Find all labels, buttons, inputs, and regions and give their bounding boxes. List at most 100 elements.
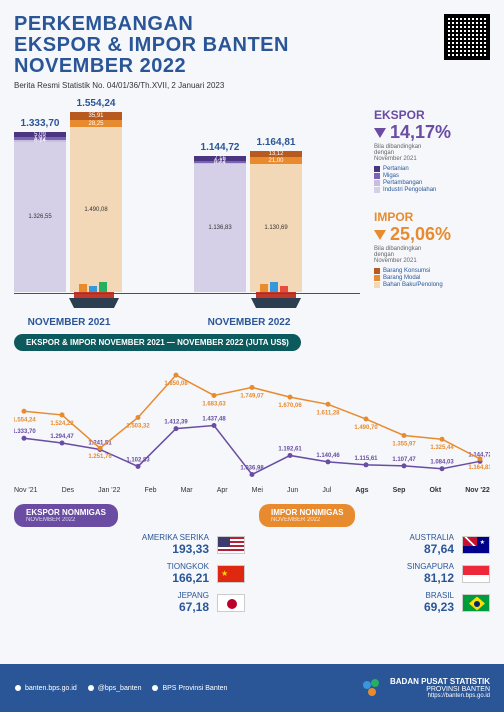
- line-point: [212, 393, 217, 398]
- line-point: [288, 453, 293, 458]
- title-line-3: NOVEMBER 2022: [14, 56, 289, 77]
- line-point-label: 1.294,47: [50, 434, 74, 440]
- bar-segment: 1.136,83: [194, 164, 246, 292]
- header: PERKEMBANGAN EKSPOR & IMPOR BANTEN NOVEM…: [0, 0, 504, 94]
- flag-icon: ★: [462, 536, 490, 554]
- bar-impor-2022: 1.164,8113,1221,001.130,69: [250, 151, 302, 292]
- ekspor-label: EKSPOR: [374, 108, 425, 122]
- line-point: [478, 456, 483, 461]
- line-point: [98, 446, 103, 451]
- line-point: [440, 437, 445, 442]
- impor-summary-box: IMPOR 25,06% Bila dibandingkan dengan No…: [374, 210, 490, 289]
- month-label: Jul: [322, 487, 331, 494]
- line-point: [250, 385, 255, 390]
- bar-segment: 1.130,69: [250, 164, 302, 292]
- line-point-label: 1.683,63: [202, 401, 226, 407]
- line-point: [212, 423, 217, 428]
- line-point: [326, 402, 331, 407]
- month-label: Des: [62, 487, 74, 494]
- line-point-label: 1.333,70: [14, 429, 36, 435]
- footer-link[interactable]: @bps_banten: [87, 684, 142, 692]
- country-row: JEPANG67,18: [14, 591, 245, 614]
- bar-total: 1.554,24: [70, 98, 122, 109]
- ekspor-summary-box: EKSPOR 14,17% Bila dibandingkan dengan N…: [374, 108, 490, 194]
- impor-pct: 25,06%: [390, 224, 451, 245]
- footer-url[interactable]: https://banten.bps.go.id: [390, 693, 490, 699]
- line-x-axis: Nov '21DesJan '22FebMarAprMeiJunJulAgsSe…: [14, 487, 490, 494]
- month-label: Ags: [355, 487, 368, 494]
- line-point: [402, 433, 407, 438]
- line-point-label: 1.554,24: [14, 417, 36, 423]
- month-label: Mei: [252, 487, 263, 494]
- bar-total: 1.144,72: [194, 142, 246, 153]
- line-point: [174, 426, 179, 431]
- country-row: SINGAPURA81,12: [259, 562, 490, 585]
- country-row: AUSTRALIA87,64★: [259, 533, 490, 556]
- month-label: Sep: [393, 487, 406, 494]
- legend-item: Pertanian: [374, 166, 490, 172]
- line-point: [440, 466, 445, 471]
- bar-total: 1.164,81: [250, 137, 302, 148]
- line-chart: 1.333,701.294,471.241,511.102,831.412,39…: [14, 357, 490, 487]
- footer: banten.bps.go.id @bps_banten BPS Provinsi …: [0, 664, 504, 712]
- footer-org1: BADAN PUSAT STATISTIK: [390, 677, 490, 686]
- legend-item: Barang Modal: [374, 275, 490, 281]
- bars-xlabel-1: NOVEMBER 2021: [14, 317, 124, 328]
- down-arrow-icon: [374, 230, 386, 240]
- line-point: [326, 459, 331, 464]
- bar-ekspor-2022: 1.144,727,160,720,011.136,83: [194, 156, 246, 292]
- ekspor-nm-pill: EKSPOR NONMIGASNOVEMBER 2022: [14, 504, 118, 527]
- bar-segment: 1.490,08: [70, 127, 122, 292]
- line-point-label: 1.490,70: [354, 425, 378, 431]
- month-label: Apr: [217, 487, 228, 494]
- bar-group-2022: 1.144,727,160,720,011.136,831.164,8113,1…: [194, 151, 302, 292]
- bar-impor-2021: 1.554,2435,9128,251.490,08: [70, 112, 122, 292]
- bar-segment: 21,00: [250, 157, 302, 164]
- footer-link[interactable]: BPS Provinsi Banten: [151, 684, 227, 692]
- bar-group-2021: 1.333,705,091,920,141.326,551.554,2435,9…: [14, 112, 122, 292]
- bars-xlabel-2: NOVEMBER 2022: [194, 317, 304, 328]
- footer-link[interactable]: banten.bps.go.id: [14, 684, 77, 692]
- line-point-label: 1.084,03: [430, 460, 454, 466]
- qr-code[interactable]: [444, 14, 490, 60]
- country-row: BRASIL69,23: [259, 591, 490, 614]
- line-point-label: 1.355,97: [392, 441, 416, 447]
- title-line-2: EKSPOR & IMPOR BANTEN: [14, 35, 289, 56]
- line-point: [22, 436, 27, 441]
- bar-segment: 1.326,55: [14, 142, 66, 292]
- bps-logo-icon: [360, 676, 384, 700]
- line-point-label: 1.749,07: [240, 393, 264, 399]
- country-row: AMERIKA SERIKA193,33: [14, 533, 245, 556]
- line-point: [174, 373, 179, 378]
- line-point-label: 1.524,22: [50, 421, 74, 427]
- bar-segment: 35,91: [70, 112, 122, 120]
- title-line-1: PERKEMBANGAN: [14, 14, 289, 35]
- line-point-label: 1.437,48: [202, 417, 226, 423]
- bottom-countries: EKSPOR NONMIGASNOVEMBER 2022 AMERIKA SER…: [14, 504, 490, 620]
- month-label: Nov '22: [465, 487, 490, 494]
- banner: EKSPOR & IMPOR NOVEMBER 2021 — NOVEMBER …: [14, 334, 301, 351]
- impor-label: IMPOR: [374, 210, 413, 224]
- subtitle: Berita Resmi Statistik No. 04/01/36/Th.X…: [14, 81, 289, 90]
- footer-org2: PROVINSI BANTEN: [390, 686, 490, 693]
- flag-icon: [217, 594, 245, 612]
- line-point: [364, 417, 369, 422]
- line-point: [136, 464, 141, 469]
- line-point-label: 1.503,32: [126, 423, 150, 429]
- stacked-bars-area: 1.333,705,091,920,141.326,551.554,2435,9…: [14, 100, 490, 330]
- impor-legend: Barang KonsumsiBarang ModalBahan Baku/Pe…: [374, 268, 490, 288]
- month-label: Mar: [181, 487, 193, 494]
- line-point-label: 1.036,98: [240, 465, 264, 471]
- line-point-label: 1.102,83: [126, 457, 150, 463]
- line-point: [60, 441, 65, 446]
- line-point-label: 1.140,46: [316, 453, 340, 459]
- line-point: [250, 472, 255, 477]
- line-point: [136, 415, 141, 420]
- flag-icon: [462, 565, 490, 583]
- line-point-label: 1.670,06: [278, 403, 302, 409]
- title-block: PERKEMBANGAN EKSPOR & IMPOR BANTEN NOVEM…: [14, 14, 289, 90]
- impor-sub: Bila dibandingkan dengan November 2021: [374, 246, 490, 264]
- bar-ekspor-2021: 1.333,705,091,920,141.326,55: [14, 132, 66, 292]
- legend-item: Bahan Baku/Penolong: [374, 282, 490, 288]
- line-point-label: 1.251,76: [88, 454, 112, 460]
